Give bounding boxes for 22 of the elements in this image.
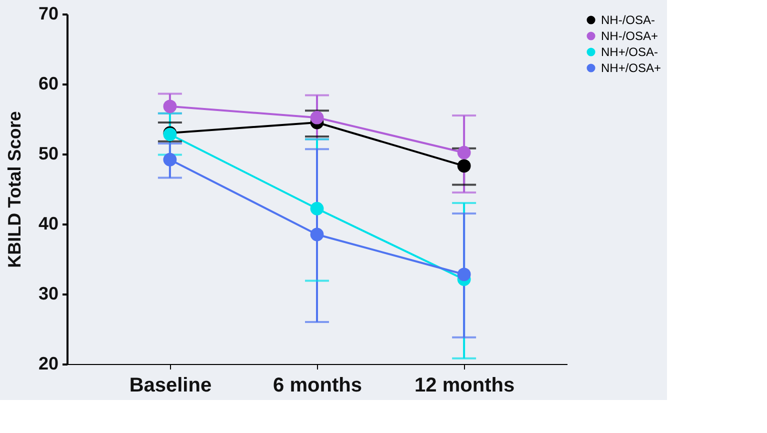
x-tick-label: Baseline (129, 374, 212, 396)
point (457, 146, 471, 160)
legend-label: NH-/OSA+ (601, 29, 658, 43)
point (310, 110, 324, 124)
point (310, 228, 324, 242)
legend-label: NH+/OSA+ (601, 61, 662, 75)
legend-label: NH+/OSA- (601, 45, 658, 59)
y-tick-label: 60 (38, 74, 58, 94)
y-tick-label: 30 (38, 284, 58, 304)
point (163, 100, 177, 114)
legend-label: NH-/OSA- (601, 13, 656, 27)
point (163, 152, 177, 166)
point (310, 202, 324, 216)
x-tick-label: 12 months (414, 374, 515, 396)
y-tick-label: 50 (38, 144, 58, 164)
point (457, 159, 471, 173)
y-tick-label: 20 (38, 354, 58, 374)
y-tick-label: 70 (38, 4, 58, 24)
point (457, 268, 471, 282)
y-axis-title: KBILD Total Score (4, 111, 24, 268)
y-tick-label: 40 (38, 214, 58, 234)
x-tick-label: 6 months (273, 374, 362, 396)
